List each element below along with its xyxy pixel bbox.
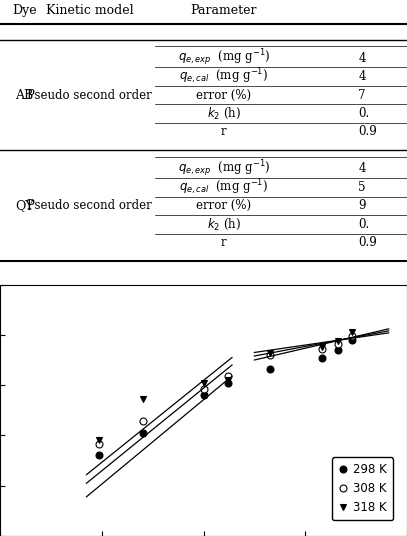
Text: r: r	[221, 125, 227, 138]
Text: $q_{e,cal}$  (mg g$^{-1}$): $q_{e,cal}$ (mg g$^{-1}$)	[179, 177, 269, 197]
308 K	[319, 346, 324, 352]
Text: Pseudo second order: Pseudo second order	[27, 199, 152, 212]
Text: 9: 9	[358, 199, 365, 212]
298 K	[201, 392, 206, 398]
298 K	[335, 347, 340, 353]
Text: AB: AB	[15, 88, 33, 101]
Text: Dye: Dye	[12, 4, 37, 17]
Line: 308 K: 308 K	[95, 333, 356, 448]
Text: QY: QY	[15, 199, 34, 212]
Text: 4: 4	[358, 70, 365, 83]
318 K	[335, 338, 340, 344]
Text: 0.9: 0.9	[358, 236, 377, 249]
298 K	[225, 379, 230, 386]
308 K	[141, 418, 146, 425]
Text: 7: 7	[358, 88, 365, 101]
Legend: 298 K, 308 K, 318 K: 298 K, 308 K, 318 K	[332, 457, 393, 520]
Text: error (%): error (%)	[196, 88, 252, 101]
318 K	[201, 379, 206, 386]
308 K	[225, 373, 230, 379]
318 K	[96, 437, 101, 444]
318 K	[267, 350, 272, 356]
298 K	[267, 366, 272, 373]
318 K	[350, 329, 354, 336]
308 K	[96, 441, 101, 448]
298 K	[319, 354, 324, 361]
Text: 0.: 0.	[358, 107, 370, 120]
308 K	[201, 386, 206, 392]
318 K	[319, 344, 324, 351]
Text: r: r	[221, 236, 227, 249]
Text: $q_{e,exp}$  (mg g$^{-1}$): $q_{e,exp}$ (mg g$^{-1}$)	[177, 159, 270, 179]
Text: $k_2$ (h): $k_2$ (h)	[207, 217, 241, 232]
Text: $q_{e,exp}$  (mg g$^{-1}$): $q_{e,exp}$ (mg g$^{-1}$)	[177, 48, 270, 69]
Text: Parameter: Parameter	[190, 4, 257, 17]
Text: 0.9: 0.9	[358, 125, 377, 138]
Text: 0.: 0.	[358, 218, 370, 231]
308 K	[350, 333, 354, 340]
308 K	[267, 352, 272, 358]
Line: 318 K: 318 K	[95, 329, 356, 444]
308 K	[335, 341, 340, 347]
Text: Kinetic model: Kinetic model	[46, 4, 133, 17]
298 K	[141, 430, 146, 436]
Line: 298 K: 298 K	[95, 337, 356, 458]
Text: 5: 5	[358, 181, 365, 194]
Text: error (%): error (%)	[196, 199, 252, 212]
298 K	[350, 337, 354, 343]
Text: 4: 4	[358, 162, 365, 175]
318 K	[141, 396, 146, 403]
Text: $k_2$ (h): $k_2$ (h)	[207, 106, 241, 121]
Text: $q_{e,cal}$  (mg g$^{-1}$): $q_{e,cal}$ (mg g$^{-1}$)	[179, 66, 269, 86]
298 K	[96, 451, 101, 458]
Text: Pseudo second order: Pseudo second order	[27, 88, 152, 101]
Text: 4: 4	[358, 51, 365, 64]
318 K	[225, 377, 230, 383]
